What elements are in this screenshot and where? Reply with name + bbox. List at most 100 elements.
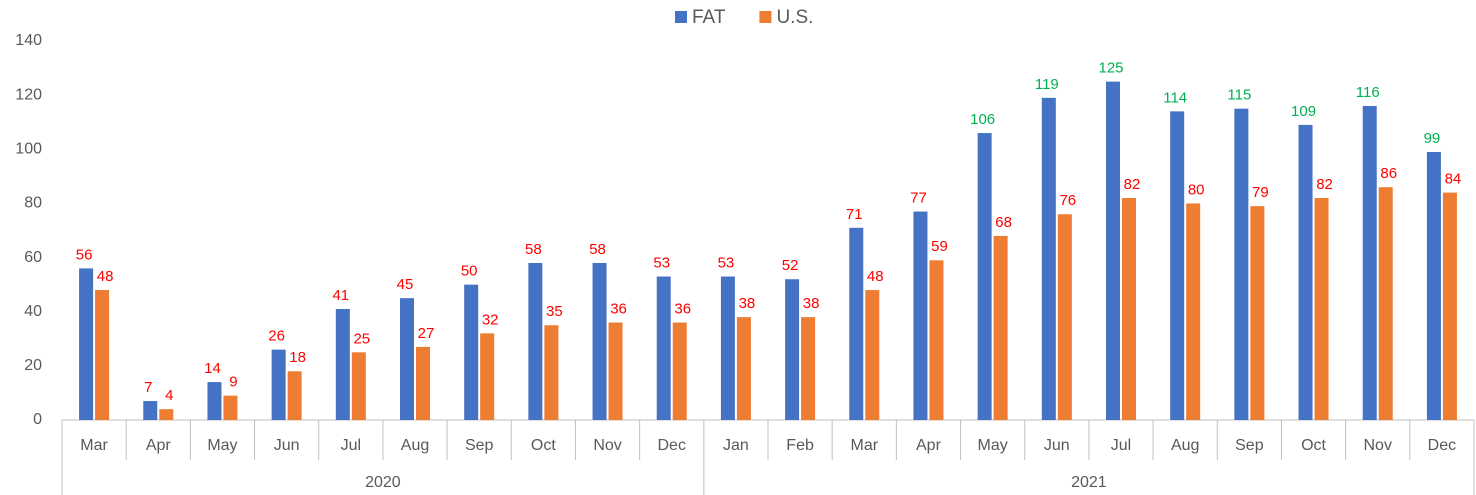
bar xyxy=(480,333,495,420)
data-label: 56 xyxy=(76,246,93,263)
x-tick-label: Jan xyxy=(723,437,749,454)
data-label: 7 xyxy=(144,379,152,396)
bar xyxy=(672,322,687,420)
data-label: 115 xyxy=(1227,87,1251,104)
data-label: 48 xyxy=(867,268,884,285)
data-label: 116 xyxy=(1356,84,1380,101)
data-label: 119 xyxy=(1035,76,1059,93)
bar xyxy=(1122,198,1136,420)
group-label: 2020 xyxy=(365,474,401,491)
data-label: 71 xyxy=(846,206,863,223)
data-label: 77 xyxy=(910,190,927,207)
x-tick-label: Aug xyxy=(1171,437,1199,454)
data-label: 86 xyxy=(1380,165,1397,182)
data-label: 58 xyxy=(589,241,606,258)
data-label: 53 xyxy=(653,254,670,271)
data-label: 114 xyxy=(1163,89,1187,106)
y-tick-label: 120 xyxy=(15,86,42,103)
data-label: 38 xyxy=(739,295,756,312)
bar xyxy=(223,395,238,420)
x-tick-label: Mar xyxy=(80,437,108,454)
bar xyxy=(528,262,543,420)
data-label: 32 xyxy=(482,311,499,328)
bar xyxy=(1186,203,1201,420)
bar xyxy=(464,284,479,420)
data-label: 58 xyxy=(525,241,542,258)
data-label: 109 xyxy=(1291,103,1316,120)
bar xyxy=(656,276,671,420)
x-tick-label: May xyxy=(978,437,1008,454)
data-label: 35 xyxy=(546,303,563,320)
bar xyxy=(1106,81,1120,420)
bar xyxy=(913,211,928,420)
bar xyxy=(1041,97,1056,420)
y-tick-label: 0 xyxy=(33,411,42,428)
bar xyxy=(1362,105,1377,420)
bar xyxy=(544,325,559,420)
legend-label: U.S. xyxy=(776,7,813,28)
bar xyxy=(1250,206,1265,420)
bar xyxy=(1057,214,1072,420)
data-label: 9 xyxy=(229,374,237,391)
x-tick-label: May xyxy=(207,437,237,454)
x-tick-label: Sep xyxy=(465,437,494,454)
y-tick-label: 80 xyxy=(24,195,42,212)
legend-swatch xyxy=(675,11,687,23)
legend-swatch xyxy=(759,11,772,23)
x-tick-label: Dec xyxy=(658,437,686,454)
data-label: 36 xyxy=(610,301,627,318)
group-label: 2021 xyxy=(1071,474,1107,491)
data-label: 14 xyxy=(204,360,221,377)
bar xyxy=(271,349,286,420)
bar xyxy=(1378,187,1393,420)
data-label: 106 xyxy=(970,111,995,128)
y-tick-label: 60 xyxy=(24,249,42,266)
bar xyxy=(801,317,816,420)
x-tick-label: Jun xyxy=(1044,437,1070,454)
data-label: 79 xyxy=(1252,184,1269,201)
legend-label: FAT xyxy=(692,7,726,28)
bar xyxy=(416,346,430,420)
x-tick-label: Sep xyxy=(1235,437,1264,454)
x-tick-label: Nov xyxy=(593,437,621,454)
data-label: 53 xyxy=(718,254,735,271)
data-label: 45 xyxy=(397,276,414,293)
bar xyxy=(400,298,414,420)
data-label: 4 xyxy=(165,387,173,404)
data-label: 125 xyxy=(1098,60,1123,77)
bar xyxy=(207,382,222,420)
bar xyxy=(929,260,944,420)
data-label: 48 xyxy=(97,268,114,285)
data-label: 36 xyxy=(674,301,691,318)
data-label: 76 xyxy=(1059,192,1076,209)
bar xyxy=(849,227,864,420)
y-tick-label: 100 xyxy=(15,141,42,158)
bar xyxy=(865,290,880,420)
data-label: 41 xyxy=(332,287,349,304)
bar xyxy=(1426,151,1441,420)
data-label: 99 xyxy=(1424,130,1441,147)
data-label: 68 xyxy=(995,214,1012,231)
bar xyxy=(977,133,992,421)
x-tick-label: Jun xyxy=(274,437,300,454)
x-tick-label: Nov xyxy=(1364,437,1392,454)
bar xyxy=(1234,108,1249,420)
bar xyxy=(993,235,1008,420)
bar xyxy=(351,352,366,420)
y-tick-label: 20 xyxy=(24,357,42,374)
data-label: 27 xyxy=(418,325,435,342)
data-label: 52 xyxy=(782,257,799,274)
data-label: 38 xyxy=(803,295,820,312)
data-label: 26 xyxy=(268,328,285,345)
x-tick-label: Apr xyxy=(916,437,942,454)
bar xyxy=(1442,192,1457,420)
bar xyxy=(159,409,174,420)
data-label: 80 xyxy=(1188,181,1205,198)
bar xyxy=(1314,198,1329,420)
bar xyxy=(287,371,302,420)
bar xyxy=(1170,111,1185,420)
x-tick-label: Mar xyxy=(850,437,878,454)
bar xyxy=(608,322,623,420)
bar xyxy=(720,276,735,420)
x-tick-label: Jul xyxy=(1111,437,1131,454)
